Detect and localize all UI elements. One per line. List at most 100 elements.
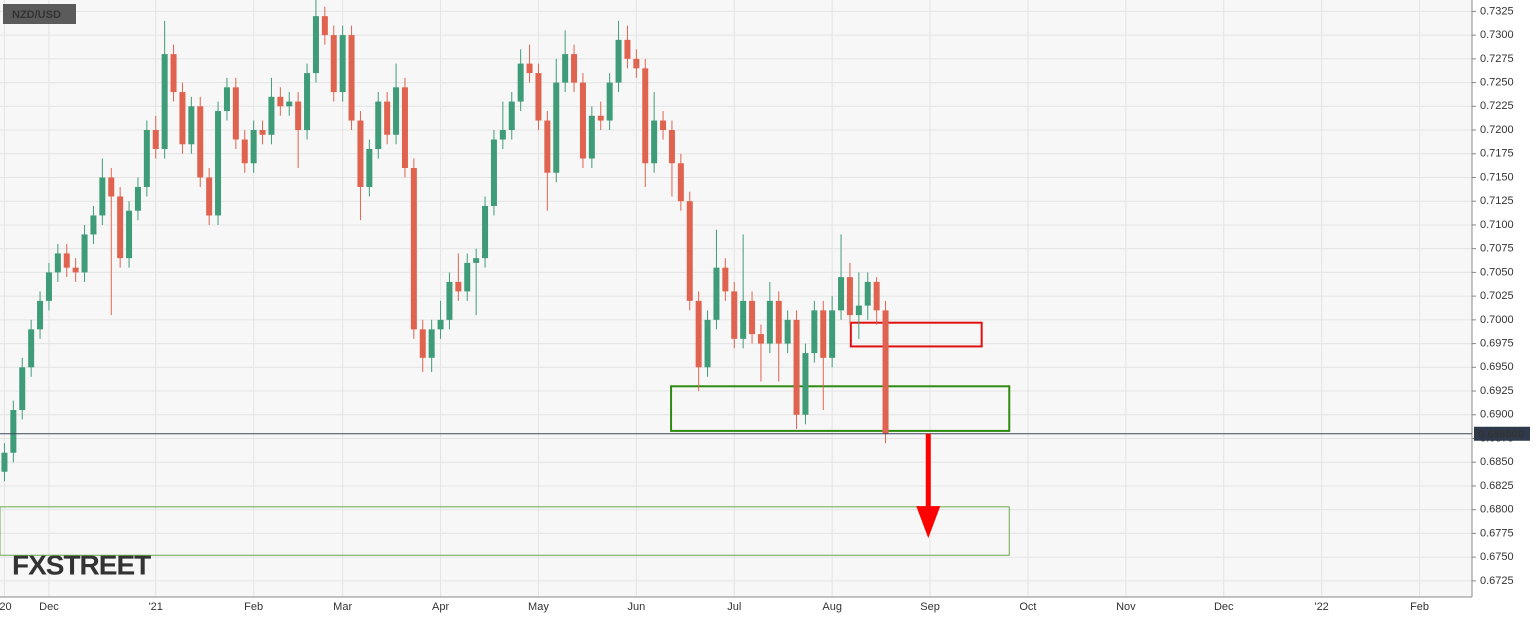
candle-body <box>526 63 533 74</box>
candle-body <box>45 272 52 301</box>
candle-body <box>117 196 124 259</box>
candle-body <box>90 215 97 235</box>
candle-body <box>259 130 266 135</box>
candle-body <box>152 130 159 150</box>
y-tick-label: 0.6775 <box>1480 527 1514 539</box>
candle-body <box>81 234 88 273</box>
candle-body <box>535 73 542 121</box>
candle-body <box>170 54 177 93</box>
arrow-head <box>916 506 941 539</box>
candle-body <box>829 310 836 358</box>
candle-body <box>286 101 293 107</box>
candle-body <box>28 329 35 368</box>
y-tick-label: 0.6850 <box>1480 456 1514 468</box>
zone <box>0 506 1010 556</box>
candle-body <box>215 111 222 216</box>
y-tick-label: 0.6800 <box>1480 504 1514 516</box>
candle-body <box>188 106 195 145</box>
candle-body <box>695 300 702 368</box>
candle-body <box>482 205 489 259</box>
last-price-label: 0.688000 <box>1478 429 1524 441</box>
y-tick-label: 0.6725 <box>1480 575 1514 587</box>
candle-body <box>134 186 141 211</box>
candle-body <box>873 281 880 311</box>
candle-body <box>401 87 408 168</box>
candle-body <box>10 410 17 453</box>
candle-body <box>517 63 524 102</box>
candle-body <box>108 177 115 197</box>
candle-body <box>268 96 275 135</box>
candle-body <box>499 130 506 140</box>
candle-body <box>393 87 400 135</box>
y-tick-label: 0.6950 <box>1480 361 1514 373</box>
y-tick-label: 0.7025 <box>1480 290 1514 302</box>
candle-body <box>179 92 186 145</box>
candle-body <box>571 54 578 83</box>
x-tick-label: Dec <box>39 601 59 613</box>
candle-body <box>722 267 729 292</box>
candle-body <box>304 73 311 131</box>
x-tick-label: Feb <box>244 601 263 613</box>
candle-body <box>811 310 818 354</box>
candle-body <box>339 35 346 93</box>
candle-body <box>864 281 871 306</box>
y-tick-label: 0.7250 <box>1480 76 1514 88</box>
candle-body <box>820 310 827 358</box>
y-tick-label: 0.7050 <box>1480 266 1514 278</box>
candle-body <box>410 167 417 330</box>
y-tick-label: 0.7325 <box>1480 5 1514 17</box>
candle-body <box>464 262 471 292</box>
y-tick-label: 0.7275 <box>1480 53 1514 65</box>
candle-body <box>19 367 26 411</box>
candle-body <box>562 54 569 83</box>
x-tick-label: May <box>528 601 549 613</box>
candle-body <box>633 58 640 69</box>
candle-body <box>99 177 106 216</box>
candle-body <box>37 300 44 330</box>
candle-body <box>72 267 79 273</box>
candle-body <box>250 130 257 164</box>
candle-body <box>846 277 853 316</box>
x-tick-label: Jun <box>627 601 645 613</box>
candle-body <box>348 35 355 121</box>
y-tick-label: 0.7200 <box>1480 124 1514 136</box>
candle-body <box>624 39 631 59</box>
y-tick-label: 0.6750 <box>1480 551 1514 563</box>
candle-body <box>677 163 684 202</box>
candle-body <box>855 305 862 316</box>
candle-body <box>553 82 560 173</box>
candle-body <box>579 82 586 159</box>
x-tick-label: '20 <box>0 601 12 613</box>
y-tick-label: 0.7150 <box>1480 171 1514 183</box>
candle-body <box>508 101 515 131</box>
y-tick-label: 0.7175 <box>1480 148 1514 160</box>
candle-body <box>597 115 604 121</box>
y-tick-label: 0.7100 <box>1480 219 1514 231</box>
candle-body <box>312 16 319 74</box>
candle-body <box>206 177 213 216</box>
candle-body <box>223 87 230 112</box>
candle-body <box>357 120 364 187</box>
candle-body <box>197 106 204 178</box>
candle-body <box>321 16 328 36</box>
candle-body <box>838 277 845 311</box>
candle-body <box>731 291 738 339</box>
candle-body <box>126 210 133 259</box>
candle-body <box>802 353 809 415</box>
title-badge <box>3 4 76 24</box>
candle-body <box>775 300 782 344</box>
candle-body <box>446 281 453 320</box>
candle-body <box>793 319 800 415</box>
candle-body <box>749 300 756 335</box>
x-tick-label: Nov <box>1116 601 1136 613</box>
y-tick-label: 0.6975 <box>1480 337 1514 349</box>
candle-body <box>143 130 150 187</box>
candle-body <box>241 139 248 164</box>
candle-body <box>882 310 889 434</box>
candle-body <box>161 54 168 150</box>
candle-body <box>366 149 373 187</box>
x-tick-label: '21 <box>149 601 163 613</box>
y-tick-label: 0.6825 <box>1480 480 1514 492</box>
candle-body <box>295 101 302 131</box>
